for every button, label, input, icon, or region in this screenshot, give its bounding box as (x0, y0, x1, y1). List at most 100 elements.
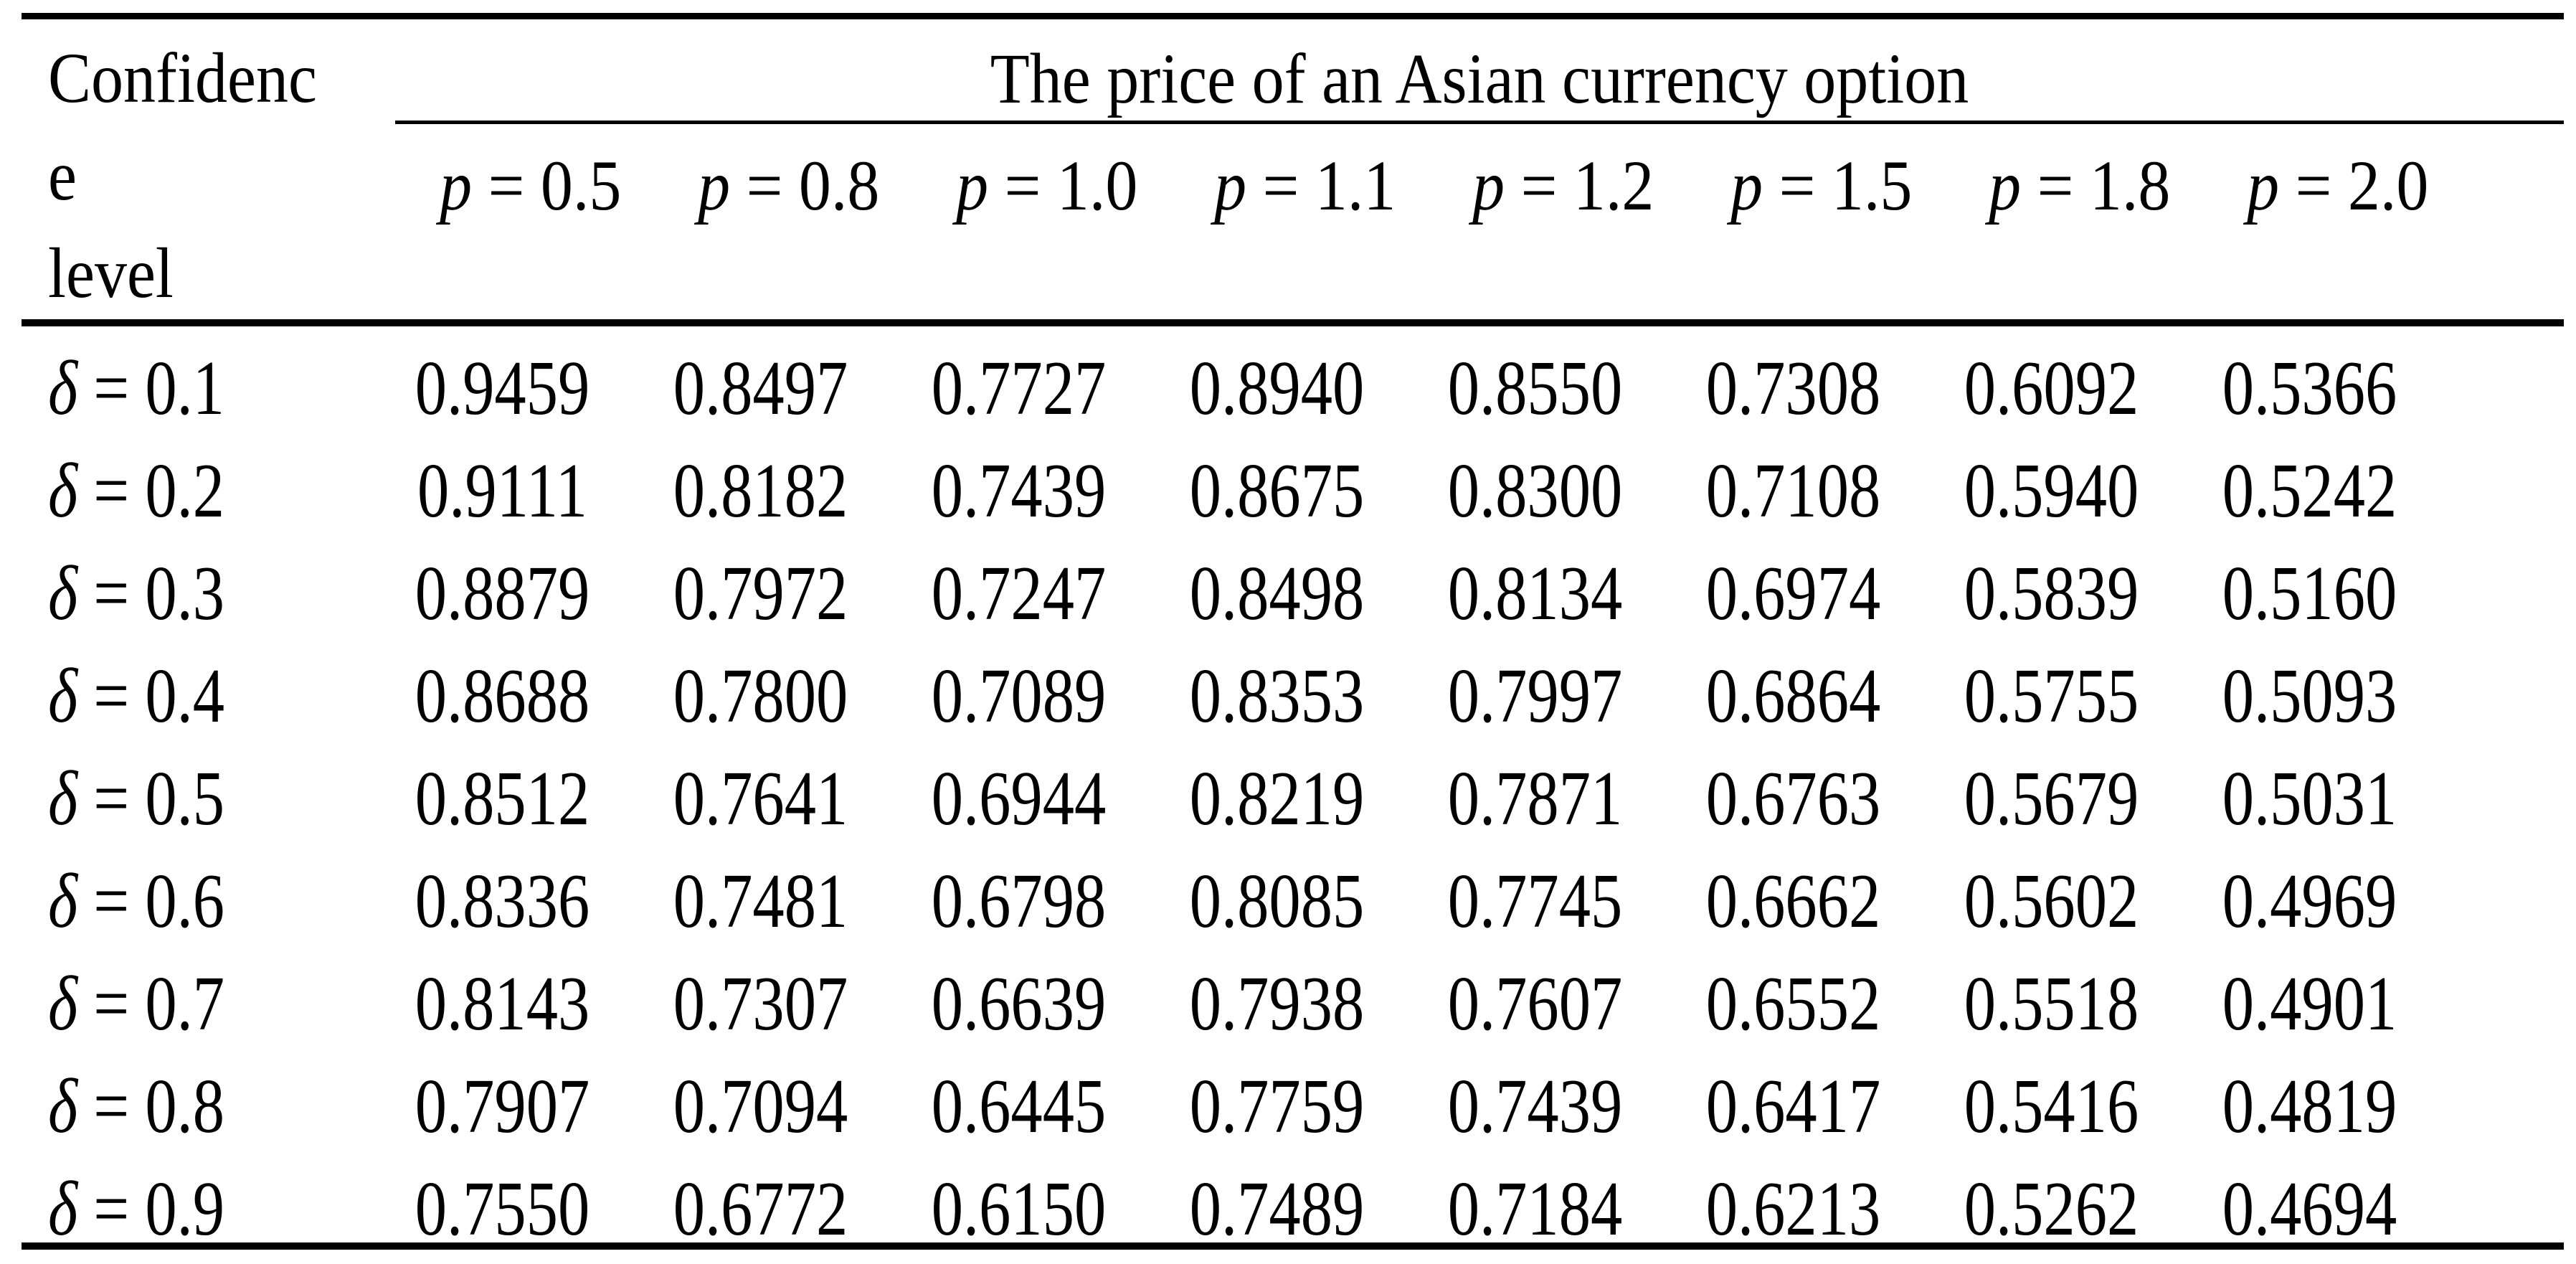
row-label-value: = 0.9 (93, 1166, 225, 1252)
row-label: δ = 0.8 (22, 1062, 373, 1151)
table-cell: 0.8182 (631, 447, 889, 536)
table-cell: 0.7641 (631, 755, 889, 844)
row-label: δ = 0.9 (22, 1165, 373, 1254)
table-cell: 0.7871 (1406, 755, 1664, 844)
table-cell: 0.7550 (373, 1165, 631, 1254)
table-cell: 0.6944 (889, 755, 1147, 844)
column-header: p = 0.5 (402, 146, 660, 225)
cell-value: 0.6445 (931, 1063, 1106, 1149)
table-cell: 0.5242 (2180, 447, 2438, 536)
row-label-value: = 0.8 (93, 1063, 225, 1149)
cell-value: 0.6417 (1705, 1063, 1880, 1149)
table-cell: 0.7907 (373, 1062, 631, 1151)
cell-value: 0.6662 (1705, 858, 1880, 944)
column-header: p = 2.0 (2209, 146, 2467, 225)
corner-line-3: level (48, 233, 174, 313)
column-header-value: = 1.5 (1779, 146, 1913, 225)
cell-value: 0.6150 (931, 1166, 1106, 1252)
column-header: p = 1.2 (1434, 146, 1692, 225)
row-label-symbol: δ (48, 1063, 78, 1149)
cell-value: 0.7247 (931, 550, 1106, 636)
cell-value: 0.5416 (1964, 1063, 2139, 1149)
table-cell: 0.8336 (373, 857, 631, 946)
cell-value: 0.6763 (1705, 755, 1880, 841)
row-label: δ = 0.2 (22, 447, 373, 536)
table-cell: 0.7489 (1147, 1165, 1406, 1254)
cell-value: 0.7308 (1705, 345, 1880, 431)
corner-line-2: e (48, 136, 77, 215)
column-header: p = 1.5 (1692, 146, 1951, 225)
cell-value: 0.6213 (1705, 1166, 1880, 1252)
column-header: p = 1.8 (1951, 146, 2209, 225)
row-label-symbol: δ (48, 448, 78, 534)
cell-value: 0.8182 (673, 448, 848, 534)
table-cell: 0.6662 (1664, 857, 1922, 946)
cell-value: 0.8143 (415, 961, 589, 1047)
spanner-title: The price of an Asian currency option (395, 39, 2564, 118)
table-cell: 0.6445 (889, 1062, 1147, 1151)
table-cell: 0.6639 (889, 960, 1147, 1049)
row-label-symbol: δ (48, 653, 78, 739)
table-cell: 0.4694 (2180, 1165, 2438, 1254)
cell-value: 0.5755 (1964, 653, 2139, 739)
cell-value: 0.7871 (1447, 755, 1622, 841)
table-cell: 0.7727 (889, 344, 1147, 433)
cell-value: 0.7607 (1447, 961, 1622, 1047)
row-label-symbol: δ (48, 1166, 78, 1252)
table-cell: 0.5839 (1922, 550, 2180, 638)
cell-value: 0.5262 (1964, 1166, 2139, 1252)
table-cell: 0.6417 (1664, 1062, 1922, 1151)
table-cell: 0.7938 (1147, 960, 1406, 1049)
table-cell: 0.6864 (1664, 652, 1922, 741)
table-cell: 0.5755 (1922, 652, 2180, 741)
table-cell: 0.7800 (631, 652, 889, 741)
column-header-value: = 0.5 (488, 146, 622, 225)
cell-value: 0.8219 (1189, 755, 1364, 841)
table-cell: 0.5679 (1922, 755, 2180, 844)
cell-value: 0.6944 (931, 755, 1106, 841)
table-cell: 0.7439 (1406, 1062, 1664, 1151)
cell-value: 0.5602 (1964, 858, 2139, 944)
table-cell: 0.8497 (631, 344, 889, 433)
cell-value: 0.7997 (1447, 653, 1622, 739)
column-header-value: = 2.0 (2295, 146, 2429, 225)
cell-value: 0.5031 (2222, 755, 2397, 841)
row-label-symbol: δ (48, 345, 78, 431)
column-header-symbol: p (1472, 146, 1505, 225)
cell-value: 0.7307 (673, 961, 848, 1047)
table-cell: 0.5031 (2180, 755, 2438, 844)
row-label-value: = 0.4 (93, 653, 225, 739)
cell-value: 0.7108 (1705, 448, 1880, 534)
row-label: δ = 0.6 (22, 857, 373, 946)
table-cell: 0.6772 (631, 1165, 889, 1254)
cell-value: 0.4819 (2222, 1063, 2397, 1149)
table-cell: 0.8134 (1406, 550, 1664, 638)
cell-value: 0.4901 (2222, 961, 2397, 1047)
cell-value: 0.5839 (1964, 550, 2139, 636)
table-body: δ = 0.1 0.9459 0.8497 0.7727 0.8940 0.855… (22, 337, 2438, 1260)
cell-value: 0.8550 (1447, 345, 1622, 431)
cell-value: 0.8940 (1189, 345, 1364, 431)
column-header: p = 1.0 (918, 146, 1176, 225)
cell-value: 0.5366 (2222, 345, 2397, 431)
cell-value: 0.8085 (1189, 858, 1364, 944)
table-cell: 0.8879 (373, 550, 631, 638)
row-label-symbol: δ (48, 755, 78, 841)
column-header-symbol: p (1214, 146, 1247, 225)
row-label-value: = 0.6 (93, 858, 225, 944)
row-label-value: = 0.1 (93, 345, 225, 431)
cell-value: 0.6639 (931, 961, 1106, 1047)
table-cell: 0.7108 (1664, 447, 1922, 536)
cell-value: 0.5940 (1964, 448, 2139, 534)
table-cell: 0.6974 (1664, 550, 1922, 638)
row-header-title: Confidenc e level (48, 29, 385, 322)
column-header-value: = 1.8 (2037, 146, 2171, 225)
cell-value: 0.7938 (1189, 961, 1364, 1047)
column-header-value: = 1.1 (1262, 146, 1396, 225)
row-label-value: = 0.2 (93, 448, 225, 534)
table-cell: 0.9459 (373, 344, 631, 433)
cell-value: 0.8688 (415, 653, 589, 739)
cell-value: 0.8497 (673, 345, 848, 431)
cell-value: 0.5679 (1964, 755, 2139, 841)
cell-value: 0.9459 (415, 345, 589, 431)
